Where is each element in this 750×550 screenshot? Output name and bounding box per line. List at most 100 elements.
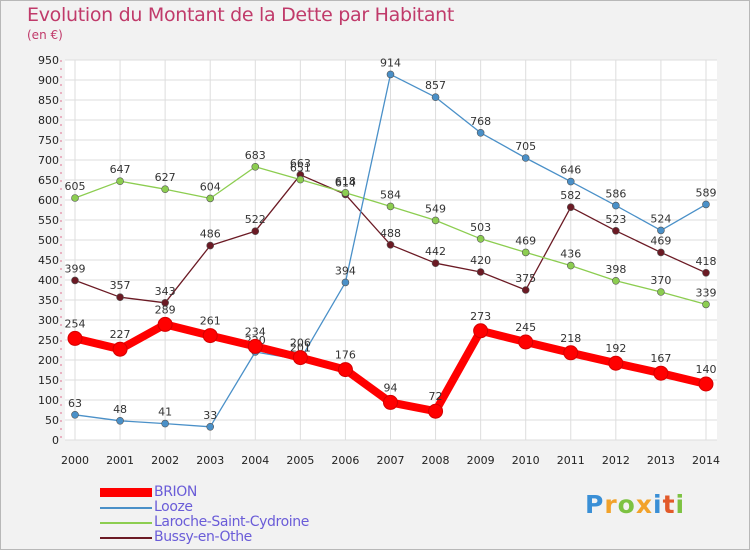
data-point [566, 203, 575, 211]
data-point [116, 177, 124, 185]
data-point [476, 129, 485, 137]
legend-swatch-brion [100, 488, 152, 497]
data-label: 586 [605, 188, 626, 201]
data-label: 663 [290, 157, 311, 170]
data-label: 618 [335, 175, 356, 188]
data-label: 627 [155, 171, 176, 184]
data-label: 201 [290, 342, 311, 355]
y-tick-label: 50 [45, 414, 59, 427]
data-point [521, 154, 530, 162]
data-label: 254 [65, 317, 86, 330]
unit-label: (en €) [27, 28, 63, 42]
data-point [382, 394, 398, 410]
logo-letter: t [662, 490, 676, 519]
data-point [386, 241, 395, 249]
data-label: 167 [650, 352, 671, 365]
x-tick-label: 2013 [647, 454, 675, 467]
data-label: 469 [650, 234, 671, 247]
x-tick-label: 2010 [512, 454, 540, 467]
data-label: 394 [335, 264, 356, 277]
data-label: 646 [560, 164, 581, 177]
data-label: 605 [65, 180, 86, 193]
y-tick-label: 950 [38, 54, 59, 67]
legend-swatch-looze [100, 507, 152, 509]
data-point [116, 416, 124, 425]
chart-title: Evolution du Montant de la Dette par Hab… [27, 4, 455, 26]
data-label: 549 [425, 202, 446, 215]
data-label: 584 [380, 188, 401, 201]
legend-swatch-laroche [100, 522, 152, 524]
data-point [386, 70, 395, 79]
data-point [386, 202, 395, 211]
data-point [202, 328, 218, 344]
data-point [71, 276, 79, 285]
data-label: 589 [695, 186, 716, 199]
data-label: 343 [155, 285, 176, 298]
logo-letter: i [653, 490, 663, 519]
data-label: 339 [695, 286, 716, 299]
x-tick-label: 2006 [331, 454, 359, 467]
data-point [161, 298, 169, 307]
data-point [341, 278, 350, 287]
data-point [431, 93, 440, 101]
data-label: 522 [245, 213, 266, 226]
data-point [608, 355, 624, 371]
data-label: 192 [605, 342, 626, 355]
data-label: 651 [290, 162, 311, 175]
data-point [292, 350, 308, 366]
data-label: 357 [110, 279, 131, 292]
plot-area [65, 60, 717, 440]
data-point [521, 286, 530, 294]
data-point [702, 300, 710, 309]
data-label: 914 [380, 56, 401, 69]
data-label: 245 [515, 321, 536, 334]
data-label: 227 [110, 328, 131, 341]
y-tick-label: 550 [38, 214, 59, 227]
data-label: 420 [470, 254, 491, 267]
data-label: 273 [470, 310, 491, 323]
data-label: 399 [65, 262, 86, 275]
data-point [206, 422, 215, 431]
data-label: 442 [425, 245, 446, 258]
data-point [296, 175, 305, 184]
data-label: 705 [515, 140, 536, 153]
data-label: 218 [560, 332, 581, 345]
data-label: 418 [695, 255, 716, 268]
y-tick-label: 700 [38, 154, 59, 167]
data-point [428, 403, 444, 419]
y-tick-label: 450 [38, 254, 59, 267]
data-point [566, 177, 575, 186]
data-point [702, 200, 710, 209]
legend-label-laroche: Laroche-Saint-Cydroine [154, 514, 309, 530]
data-point [112, 341, 128, 357]
data-label: 41 [158, 406, 172, 419]
data-point [71, 410, 79, 419]
data-point [251, 227, 260, 235]
data-point [518, 334, 534, 350]
data-label: 206 [290, 337, 311, 350]
y-tick-label: 750 [38, 134, 59, 147]
data-point [116, 293, 124, 302]
data-point [206, 241, 215, 250]
data-label: 261 [200, 315, 221, 328]
x-tick-label: 2003 [196, 454, 224, 467]
legend-swatch-bussy [100, 537, 152, 539]
data-point [337, 362, 353, 378]
data-point [247, 338, 263, 354]
data-label: 375 [515, 272, 536, 285]
x-tick-label: 2009 [467, 454, 495, 467]
y-tick-label: 650 [38, 174, 59, 187]
data-point [157, 316, 173, 332]
data-label: 398 [605, 263, 626, 276]
x-tick-label: 2008 [422, 454, 450, 467]
data-label: 370 [650, 274, 671, 287]
logo-letter: o [617, 490, 636, 519]
y-tick-label: 350 [38, 294, 59, 307]
data-point [71, 194, 79, 202]
data-point [161, 185, 169, 193]
y-tick-label: 850 [38, 94, 59, 107]
y-tick-label: 300 [38, 314, 59, 327]
proxiti-logo: Proxiti [585, 490, 685, 519]
x-tick-label: 2005 [286, 454, 314, 467]
x-tick-label: 2000 [61, 454, 89, 467]
